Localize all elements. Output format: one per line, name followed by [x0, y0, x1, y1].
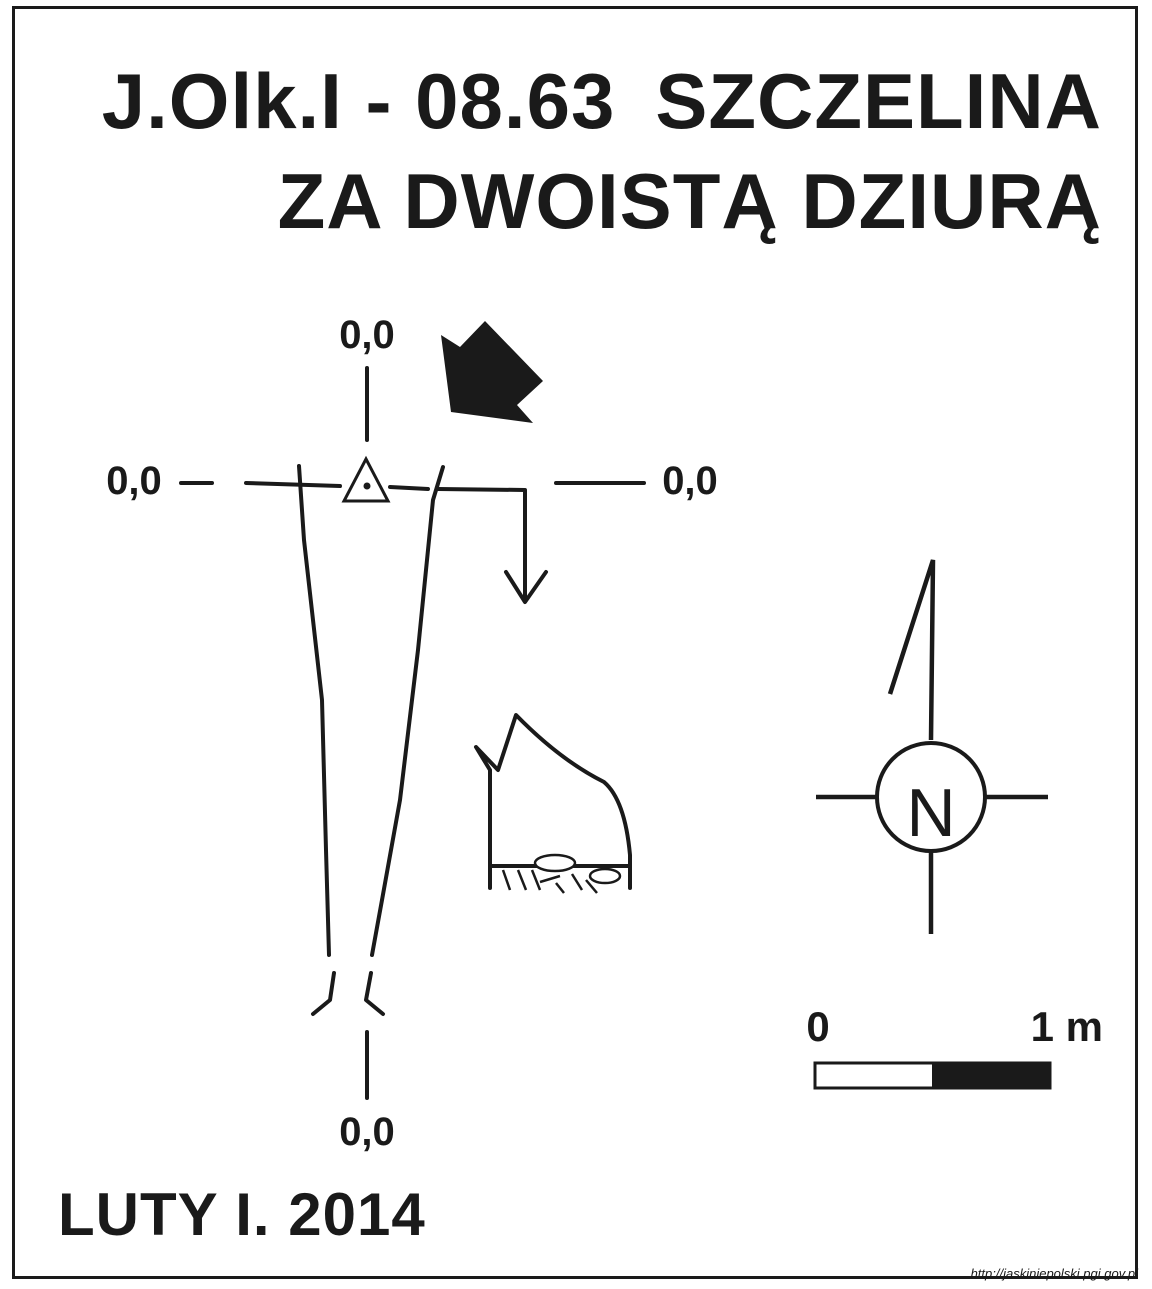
- entrance-line-right: [388, 485, 430, 491]
- datum-label-bottom: 0,0: [339, 1110, 395, 1154]
- scale-label-start: 0: [806, 1003, 829, 1050]
- entrance-line-left: [244, 481, 342, 488]
- direction-arrow-icon: [441, 321, 543, 423]
- fissure-wall-right: [370, 465, 445, 957]
- entrance-triangle-icon: [341, 455, 391, 503]
- north-label: N: [906, 775, 955, 851]
- cross-section-sediment: [501, 853, 622, 894]
- fissure-wall-left: [297, 464, 331, 957]
- datum-label-top: 0,0: [339, 313, 395, 357]
- fissure-end-right: [364, 971, 385, 1016]
- slope-arrowhead: [504, 570, 548, 604]
- cave-title-line2: ZA DWOISTĄ DZIURĄ: [277, 157, 1102, 245]
- north-arrow-icon: [816, 559, 1048, 934]
- datum-label-left: 0,0: [106, 459, 162, 503]
- survey-date: LUTY I. 2014: [58, 1181, 426, 1248]
- map-frame: [12, 6, 1138, 1279]
- fissure-end-left: [311, 971, 336, 1016]
- scale-bar-icon: [813, 1061, 1052, 1090]
- slope-line: [436, 487, 527, 602]
- scale-label-end: 1 m: [1031, 1003, 1103, 1050]
- cave-name-part1: SZCZELINA: [655, 57, 1102, 145]
- cave-code: J.Olk.I - 08.63: [101, 57, 616, 145]
- cross-section-outline: [474, 713, 632, 890]
- source-url[interactable]: http://jaskiniepolski.pgi.gov.pl: [970, 1266, 1138, 1281]
- cave-title-line1: J.Olk.I - 08.63 SZCZELINA: [102, 62, 1102, 140]
- datum-label-right: 0,0: [662, 459, 718, 503]
